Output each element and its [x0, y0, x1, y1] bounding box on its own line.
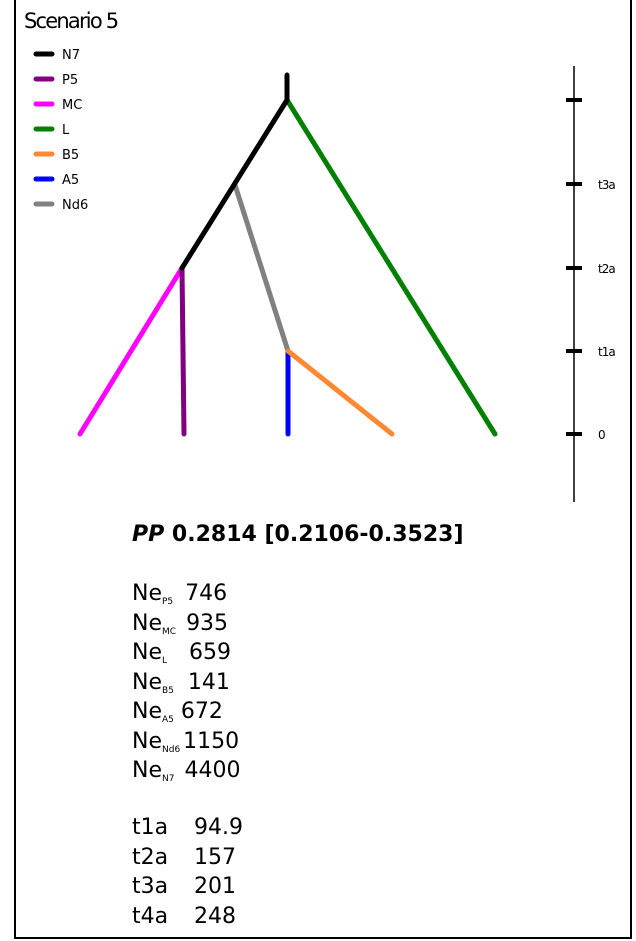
ne-prefix: Ne	[132, 610, 162, 636]
ne-sub: MC	[162, 626, 177, 637]
pp-value: 0.2814 [0.2106-0.3523]	[171, 522, 464, 547]
ne-prefix: Ne	[132, 640, 162, 665]
time-row-t3a: t3a 201	[132, 872, 243, 902]
time-list: t1a 94.9 t2a 157 t3a 201 t4a 248	[132, 813, 243, 931]
time-row-t4a: t4a 248	[132, 902, 243, 932]
ne-sub: B5	[162, 685, 174, 696]
time-tick-label-t1a: t1a	[598, 345, 615, 359]
time-label: t4a	[132, 903, 169, 929]
ne-sub: N7	[162, 774, 175, 784]
ne-row-a5: NeA5 672	[132, 697, 240, 727]
time-axis: t3a t2a t1a 0	[566, 66, 616, 502]
ne-row-b5: NeB5 141	[132, 668, 240, 698]
ne-value: 746	[185, 581, 228, 606]
posterior-probability: PP 0.2814 [0.2106-0.3523]	[132, 522, 464, 547]
ne-value: 659	[189, 640, 232, 665]
ne-prefix: Ne	[132, 581, 162, 606]
time-label: t2a	[132, 844, 169, 870]
time-label: t3a	[132, 874, 169, 899]
legend-label-p5: P5	[62, 73, 78, 88]
ne-prefix: Ne	[132, 699, 162, 724]
time-tick-label-t3a: t3a	[598, 178, 615, 192]
legend-label-a5: A5	[62, 173, 79, 188]
branch-n7	[179, 97, 290, 271]
ne-sub: P5	[162, 597, 174, 607]
time-label: t1a	[132, 815, 169, 840]
branch-l	[284, 97, 498, 437]
time-value: 248	[194, 903, 236, 929]
time-value: 201	[194, 874, 236, 899]
time-tick-label-t2a: t2a	[598, 262, 615, 276]
ne-sub: A5	[162, 715, 174, 725]
legend: N7 P5 MC L B5 A5 Nd6	[33, 48, 88, 213]
tree-branches	[77, 72, 498, 437]
time-value: 157	[194, 844, 236, 870]
legend-label-nd6: Nd6	[62, 198, 88, 213]
branch-mc	[77, 265, 185, 437]
time-row-t1a: t1a 94.9	[132, 813, 243, 843]
legend-label-n7: N7	[62, 48, 80, 63]
ne-list: NeP5 746 NeMC 935 NeL 659 NeB5 141 NeA5 672 N…	[132, 579, 240, 786]
time-value: 94.9	[194, 815, 243, 840]
pp-label: PP	[132, 522, 165, 547]
time-row-t2a: t2a 157	[132, 843, 243, 873]
figure-frame	[14, 0, 632, 939]
ne-row-l: NeL 659	[132, 638, 240, 668]
ne-value: 4400	[184, 758, 241, 783]
ne-value: 672	[180, 699, 223, 724]
ne-prefix: Ne	[132, 669, 162, 695]
branch-nd6	[232, 182, 291, 354]
ne-sub: Nd6	[162, 744, 181, 755]
branch-b5	[285, 348, 395, 437]
ne-row-p5: NeP5 746	[132, 579, 240, 609]
scenario-title: Scenario 5	[24, 9, 119, 33]
ne-prefix: Ne	[132, 728, 162, 754]
legend-label-mc: MC	[62, 98, 82, 113]
legend-label-l: L	[62, 123, 70, 138]
ne-value: 141	[187, 669, 230, 695]
legend-label-b5: B5	[62, 148, 79, 163]
ne-value: 1150	[183, 728, 240, 754]
branch-p5	[179, 265, 187, 437]
time-tick-label-0: 0	[598, 428, 606, 442]
ne-sub: L	[162, 656, 168, 666]
ne-row-nd6: NeNd6 1150	[132, 727, 240, 757]
ne-value: 935	[186, 610, 229, 636]
tree-diagram: N7 P5 MC L B5 A5 Nd6 t3a t2a t1a 0	[33, 48, 616, 502]
ne-prefix: Ne	[132, 758, 162, 783]
ne-row-n7: NeN7 4400	[132, 756, 240, 786]
ne-row-mc: NeMC 935	[132, 609, 240, 639]
